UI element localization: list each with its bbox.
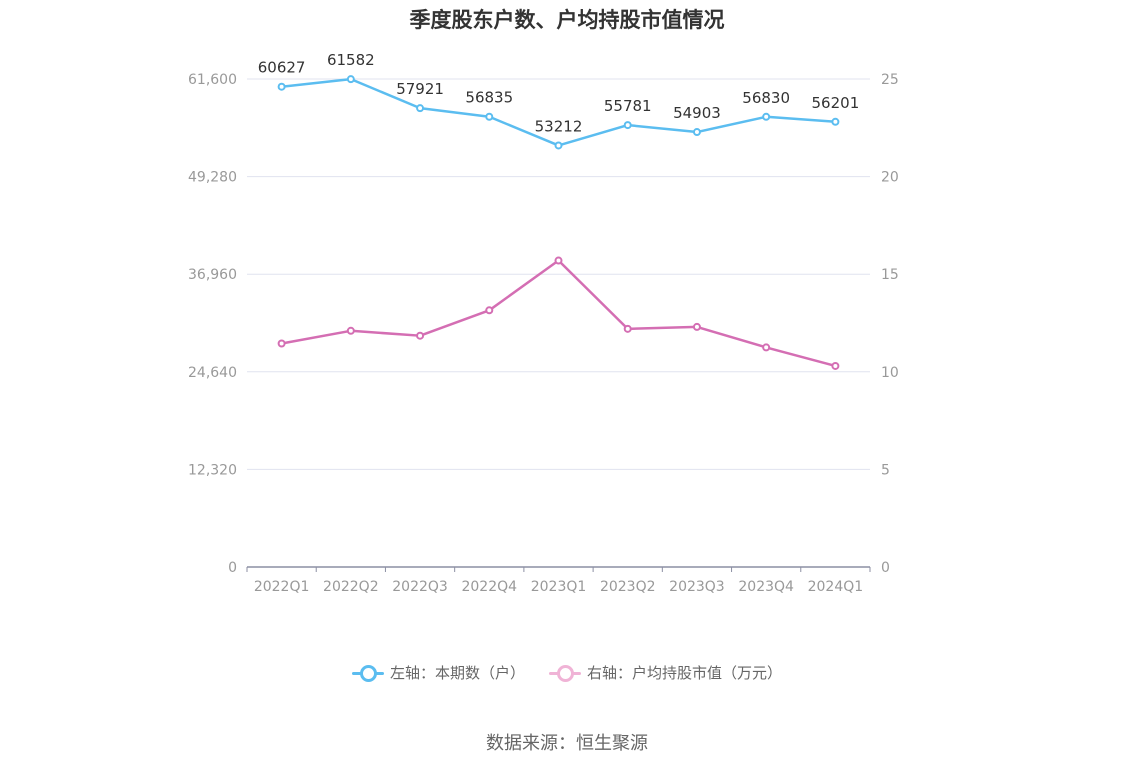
data-point-left	[554, 141, 563, 150]
data-point-right	[692, 322, 701, 331]
data-point-right	[831, 361, 840, 370]
x-tick-label: 2023Q4	[738, 579, 794, 595]
line-chart: 012,32024,64036,96049,28061,600051015202…	[188, 51, 899, 595]
data-label: 54903	[673, 104, 721, 122]
y-left-tick-label: 61,600	[188, 72, 237, 88]
legend-right-marker-icon	[549, 664, 581, 682]
data-source: 数据来源：恒生聚源	[486, 733, 648, 754]
data-label: 56835	[465, 89, 513, 107]
x-tick-label: 2023Q2	[600, 579, 656, 595]
data-label: 61582	[327, 51, 375, 69]
data-label: 53212	[535, 117, 583, 135]
y-left-tick-label: 0	[228, 560, 237, 576]
legend-item-left[interactable]: 左轴：本期数（户）	[351, 662, 525, 683]
legend-left-marker-icon	[351, 664, 384, 682]
data-point-left	[623, 121, 632, 130]
y-left-tick-label: 24,640	[188, 365, 237, 381]
data-point-right	[277, 339, 286, 348]
data-point-right	[762, 343, 771, 352]
y-left-tick-label: 49,280	[188, 170, 237, 186]
y-right-tick-label: 0	[881, 560, 890, 576]
data-label: 56830	[742, 89, 790, 107]
y-right-tick-label: 5	[881, 462, 890, 478]
data-label: 55781	[604, 97, 652, 115]
data-point-right	[416, 331, 425, 340]
data-point-left	[277, 82, 286, 91]
y-left-tick-label: 36,960	[188, 267, 237, 283]
y-right-tick-label: 10	[881, 365, 899, 381]
x-tick-label: 2022Q3	[392, 579, 448, 595]
legend-left-label: 左轴：本期数（户）	[389, 664, 525, 682]
data-label: 60627	[258, 59, 306, 77]
data-point-right	[554, 256, 563, 265]
y-right-tick-label: 20	[881, 170, 899, 186]
data-point-left	[416, 104, 425, 113]
x-tick-label: 2023Q1	[531, 579, 587, 595]
x-tick-label: 2024Q1	[808, 579, 864, 595]
data-point-left	[485, 112, 494, 121]
x-tick-label: 2023Q3	[669, 579, 725, 595]
x-tick-label: 2022Q4	[461, 579, 517, 595]
data-point-left	[346, 75, 355, 84]
y-right-tick-label: 25	[881, 72, 899, 88]
data-point-left	[692, 128, 701, 137]
data-point-left	[762, 112, 771, 121]
y-left-tick-label: 12,320	[188, 462, 237, 478]
data-point-left	[831, 117, 840, 126]
y-right-tick-label: 15	[881, 267, 899, 283]
x-tick-label: 2022Q2	[323, 579, 379, 595]
data-label: 57921	[396, 80, 444, 98]
data-label: 56201	[812, 94, 860, 112]
series-line-right	[281, 259, 836, 368]
x-tick-label: 2022Q1	[254, 579, 310, 595]
legend: 左轴：本期数（户） 右轴：户均持股市值（万元）	[0, 662, 1134, 683]
data-point-right	[623, 324, 632, 333]
data-point-right	[346, 326, 355, 335]
legend-item-right[interactable]: 右轴：户均持股市值（万元）	[549, 662, 782, 683]
legend-right-label: 右轴：户均持股市值（万元）	[587, 664, 783, 682]
chart-title: 季度股东户数、户均持股市值情况	[409, 8, 725, 32]
data-point-right	[485, 306, 494, 315]
